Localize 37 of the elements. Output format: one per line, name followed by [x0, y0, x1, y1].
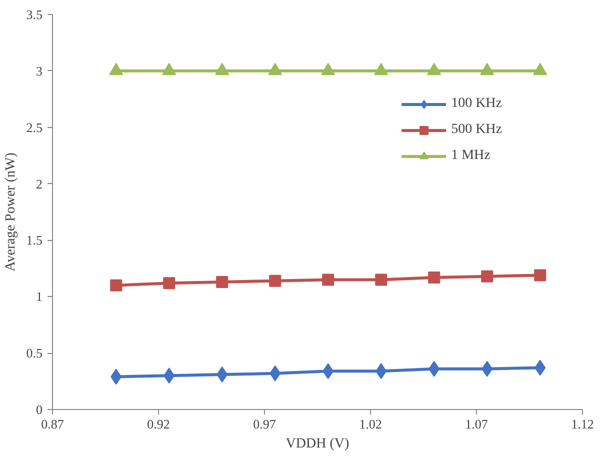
- x-tick-label: 1.07: [465, 416, 488, 432]
- x-tick-label: 1.12: [571, 416, 594, 432]
- point: [375, 274, 388, 286]
- point: [110, 279, 122, 292]
- point: [268, 62, 282, 76]
- point: [534, 269, 546, 282]
- point: [374, 62, 388, 76]
- y-tick-label: 2: [36, 176, 42, 192]
- point: [163, 277, 176, 290]
- point: [533, 62, 548, 76]
- y-tick-label: 0: [36, 402, 42, 417]
- point: [215, 62, 230, 76]
- y-tick-label: 1: [36, 289, 42, 304]
- y-tick-label: 3: [36, 63, 42, 78]
- x-axis-title: VDDH (V): [286, 436, 350, 452]
- x-tick-label: 0.92: [147, 416, 170, 432]
- x-tick-label: 0.87: [41, 416, 64, 432]
- legend-label: 100 KHz: [451, 96, 502, 112]
- point: [269, 274, 282, 287]
- y-tick-label: 0.5: [26, 346, 42, 361]
- point: [216, 276, 228, 288]
- point: [162, 62, 176, 76]
- point: [428, 271, 440, 284]
- y-tick-label: 1.5: [26, 232, 42, 248]
- y-axis-title: Average Power (nW): [3, 152, 18, 272]
- legend-label: 1 MHz: [451, 148, 490, 164]
- y-tick-label: 3.5: [26, 7, 42, 22]
- point: [480, 62, 494, 76]
- legend-label: 500 KHz: [451, 122, 502, 138]
- point: [322, 274, 334, 286]
- point: [109, 62, 124, 76]
- point: [481, 270, 494, 282]
- point: [427, 62, 442, 76]
- y-tick-label: 2.5: [26, 120, 42, 135]
- x-tick-label: 1.02: [359, 416, 382, 432]
- x-tick-label: 0.97: [253, 416, 276, 432]
- point: [321, 62, 336, 76]
